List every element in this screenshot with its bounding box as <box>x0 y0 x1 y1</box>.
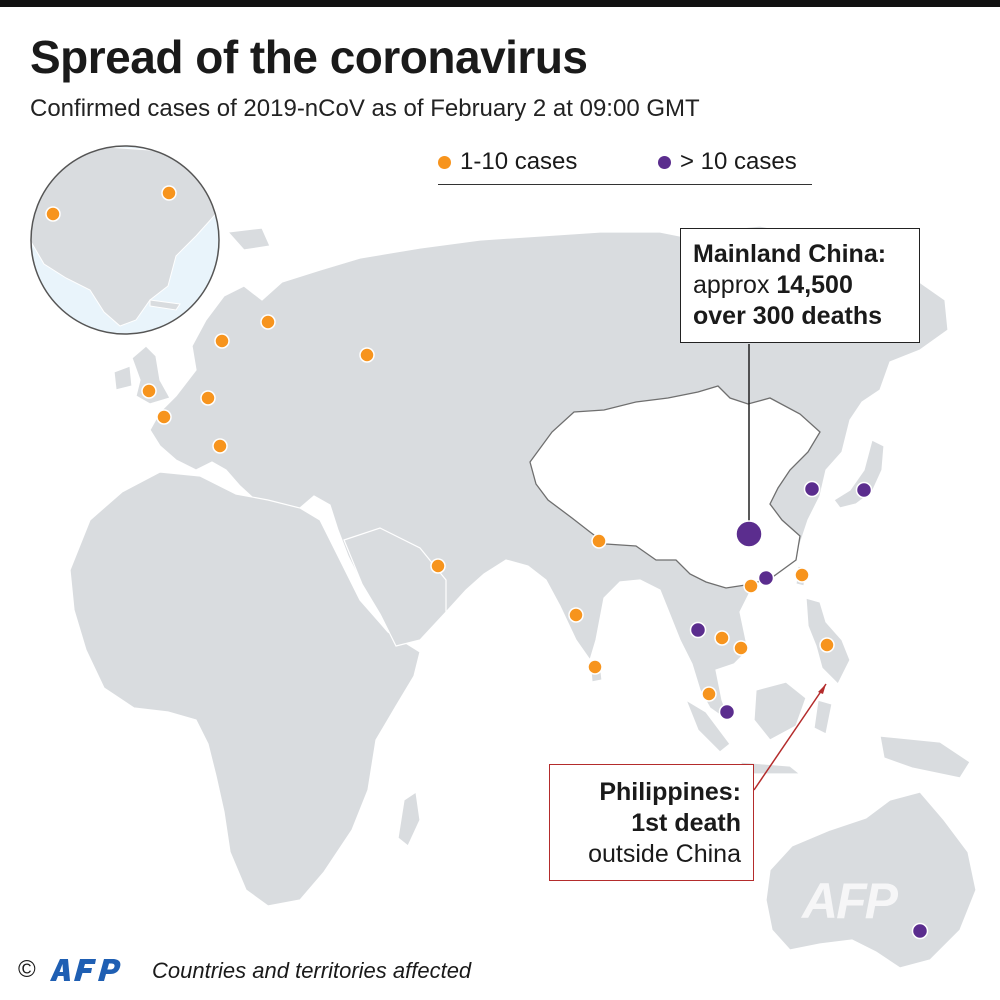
philippines-callout-heading: Philippines: <box>599 778 741 806</box>
case-marker-singapore <box>718 703 736 721</box>
page-subtitle: Confirmed cases of 2019-nCoV as of Febru… <box>30 95 700 122</box>
ireland-shape <box>113 365 133 391</box>
case-marker-vietnam <box>733 640 749 656</box>
case-marker-united-states-west <box>45 206 61 222</box>
case-markers <box>45 185 929 940</box>
case-marker-japan <box>855 481 873 499</box>
copyright-symbol: © <box>18 956 36 983</box>
case-marker-france <box>156 409 172 425</box>
footer-note: Countries and territories affected <box>152 958 472 983</box>
china-callout-cases-value: 14,500 <box>776 271 853 299</box>
china-callout-deaths: over 300 deaths <box>693 302 882 330</box>
sulawesi-shape <box>813 699 833 735</box>
afp-logo <box>50 959 121 981</box>
china-callout-cases-prefix: approx <box>693 271 777 299</box>
madagascar-shape <box>397 790 421 847</box>
case-marker-sweden <box>214 333 230 349</box>
philippines-callout: Philippines: 1st death outside China <box>549 764 754 881</box>
legend-item-large: > 10 cases <box>658 148 797 176</box>
case-marker-cambodia <box>714 630 730 646</box>
case-marker-india <box>568 607 584 623</box>
inset-map <box>30 145 220 335</box>
china-callout-heading: Mainland China: <box>693 240 887 268</box>
case-marker-sri-lanka <box>587 659 603 675</box>
case-marker-taiwan <box>794 567 810 583</box>
greenland-shape <box>226 227 271 251</box>
case-marker-macau <box>743 578 759 594</box>
case-marker-nepal <box>591 533 607 549</box>
case-marker-philippines <box>819 637 835 653</box>
case-marker-malaysia <box>701 686 717 702</box>
legend-label-small: 1-10 cases <box>460 148 578 175</box>
case-marker-mainland-china <box>735 520 763 548</box>
legend: 1-10 cases > 10 cases <box>438 146 812 185</box>
legend-dot-large <box>658 155 671 169</box>
borneo-shape <box>753 681 807 741</box>
top-rule <box>0 0 1000 7</box>
legend-item-small: 1-10 cases <box>438 148 577 176</box>
case-marker-thailand <box>689 621 707 639</box>
case-marker-finland <box>260 314 276 330</box>
legend-label-large: > 10 cases <box>680 148 797 175</box>
philippines-callout-note: outside China <box>588 840 741 868</box>
sumatra-shape <box>684 698 731 753</box>
new-guinea-shape <box>879 735 971 779</box>
case-marker-italy <box>212 438 228 454</box>
philippines-callout-line <box>753 683 827 791</box>
cuba-shape <box>149 299 181 311</box>
page-title: Spread of the coronavirus <box>30 31 588 83</box>
case-marker-australia <box>911 922 929 940</box>
afp-watermark: AFP <box>802 873 898 929</box>
case-marker-united-arab-emirates <box>430 558 446 574</box>
case-marker-russia <box>359 347 375 363</box>
legend-dot-small <box>438 155 451 169</box>
case-marker-united-kingdom <box>141 383 157 399</box>
arabia-shape <box>343 527 447 647</box>
philippines-callout-death: 1st death <box>631 809 741 837</box>
china-callout: Mainland China: approx 14,500 over 300 d… <box>680 228 920 343</box>
case-marker-germany <box>200 390 216 406</box>
philippines-arrowhead <box>818 684 826 694</box>
africa-shape <box>69 471 421 907</box>
case-marker-canada <box>161 185 177 201</box>
case-marker-south-korea <box>803 480 821 498</box>
case-marker-hong-kong <box>757 569 775 587</box>
china-callout-cases: approx 14,500 <box>693 270 919 301</box>
